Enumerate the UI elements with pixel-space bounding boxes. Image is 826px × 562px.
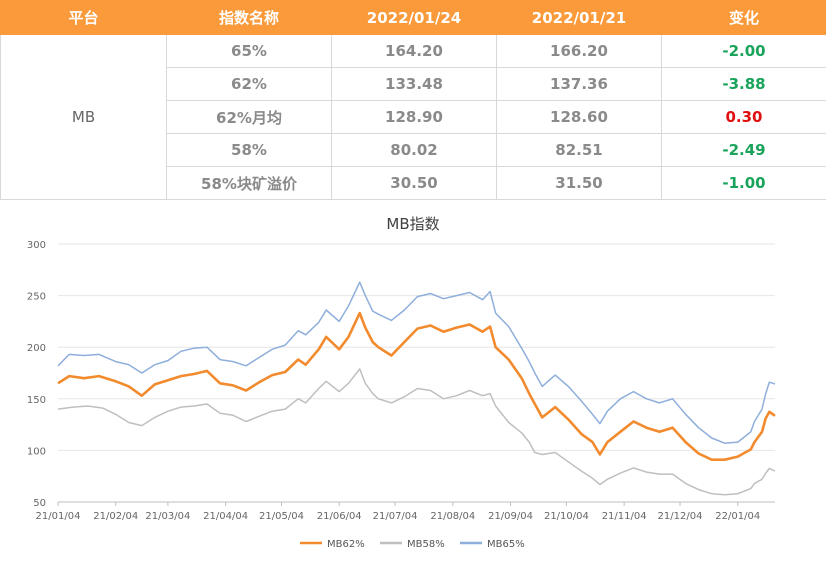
x-tick-label: 21/04/04 xyxy=(203,511,248,522)
change-cell: 0.30 xyxy=(661,100,826,134)
change-cell: -2.49 xyxy=(661,133,826,167)
y-tick-label: 250 xyxy=(27,292,46,303)
current-value-cell: 133.48 xyxy=(331,67,497,101)
x-tick-label: 21/07/04 xyxy=(373,511,418,522)
previous-value-cell: 137.36 xyxy=(496,67,662,101)
table-row: MB 65% 164.20 166.20 -2.00 xyxy=(0,34,826,200)
previous-value-cell: 166.20 xyxy=(496,34,662,68)
index-name-cell: 58%块矿溢价 xyxy=(166,166,332,200)
axis-layer: 50 100 150 200 250 300 21/01/04 21/02/04 21/03/0… xyxy=(27,240,760,522)
change-cell: -1.00 xyxy=(661,166,826,200)
legend: MB62% MB58% MB65% xyxy=(300,539,525,550)
current-value-cell: 164.20 xyxy=(331,34,497,68)
header-index-name: 指数名称 xyxy=(166,0,332,35)
table-row: 58% 80.02 82.51 -2.49 xyxy=(1,133,826,167)
change-cell: -2.00 xyxy=(661,34,826,68)
series-layer xyxy=(57,281,776,496)
index-name-cell: 62% xyxy=(166,67,332,101)
x-tick-label: 21/10/04 xyxy=(544,511,589,522)
current-value-cell: 80.02 xyxy=(331,133,497,167)
mb-index-chart: MB指数 50 100 150 200 250 300 21/01/04 21/02/04 21… xyxy=(27,215,776,550)
table-row: 62% 133.48 137.36 -3.88 xyxy=(1,67,826,101)
price-table-container: 平台 指数名称 2022/01/24 2022/01/21 变化 MB 65% … xyxy=(0,0,826,200)
grid-layer xyxy=(58,243,775,503)
x-tick-label: 21/05/04 xyxy=(259,511,304,522)
series-line-MB65% xyxy=(57,281,776,444)
x-tick-label: 21/03/04 xyxy=(145,511,190,522)
index-name-cell: 62%月均 xyxy=(166,100,332,134)
table-row: 58%块矿溢价 30.50 31.50 -1.00 xyxy=(1,166,826,200)
header-change: 变化 xyxy=(661,0,826,35)
previous-value-cell: 128.60 xyxy=(496,100,662,134)
x-tick-label: 21/08/04 xyxy=(430,511,475,522)
index-name-cell: 65% xyxy=(166,34,332,68)
table-row: 62%月均 128.90 128.60 0.30 xyxy=(1,100,826,134)
legend-label: MB65% xyxy=(487,539,525,550)
table-header-row: 平台 指数名称 2022/01/24 2022/01/21 变化 xyxy=(0,0,826,35)
chart-title: MB指数 xyxy=(386,215,439,233)
previous-value-cell: 31.50 xyxy=(496,166,662,200)
y-tick-label: 200 xyxy=(27,343,46,354)
platform-cell: MB xyxy=(0,34,167,200)
x-tick-label: 21/11/04 xyxy=(602,511,647,522)
previous-value-cell: 82.51 xyxy=(496,133,662,167)
current-value-cell: 128.90 xyxy=(331,100,497,134)
x-tick-label: 21/01/04 xyxy=(36,511,81,522)
y-tick-label: 300 xyxy=(27,240,46,251)
header-date-previous: 2022/01/21 xyxy=(496,0,662,35)
y-tick-label: 50 xyxy=(33,498,46,509)
x-tick-label: 21/02/04 xyxy=(93,511,138,522)
current-value-cell: 30.50 xyxy=(331,166,497,200)
y-tick-label: 150 xyxy=(27,395,46,406)
x-tick-label: 22/01/04 xyxy=(715,511,760,522)
index-name-cell: 58% xyxy=(166,133,332,167)
chart-container: MB指数 50 100 150 200 250 300 21/01/04 21/02/04 21… xyxy=(0,199,826,562)
x-tick-label: 21/09/04 xyxy=(488,511,533,522)
x-tick-label: 21/12/04 xyxy=(658,511,703,522)
x-tick-label: 21/06/04 xyxy=(317,511,362,522)
legend-label: MB62% xyxy=(327,539,365,550)
header-platform: 平台 xyxy=(0,0,167,35)
header-date-current: 2022/01/24 xyxy=(331,0,497,35)
y-tick-label: 100 xyxy=(27,446,46,457)
series-line-MB62% xyxy=(57,311,776,462)
legend-label: MB58% xyxy=(407,539,445,550)
price-table: 平台 指数名称 2022/01/24 2022/01/21 变化 MB 65% … xyxy=(0,0,826,200)
change-cell: -3.88 xyxy=(661,67,826,101)
series-line-MB58% xyxy=(57,368,776,496)
